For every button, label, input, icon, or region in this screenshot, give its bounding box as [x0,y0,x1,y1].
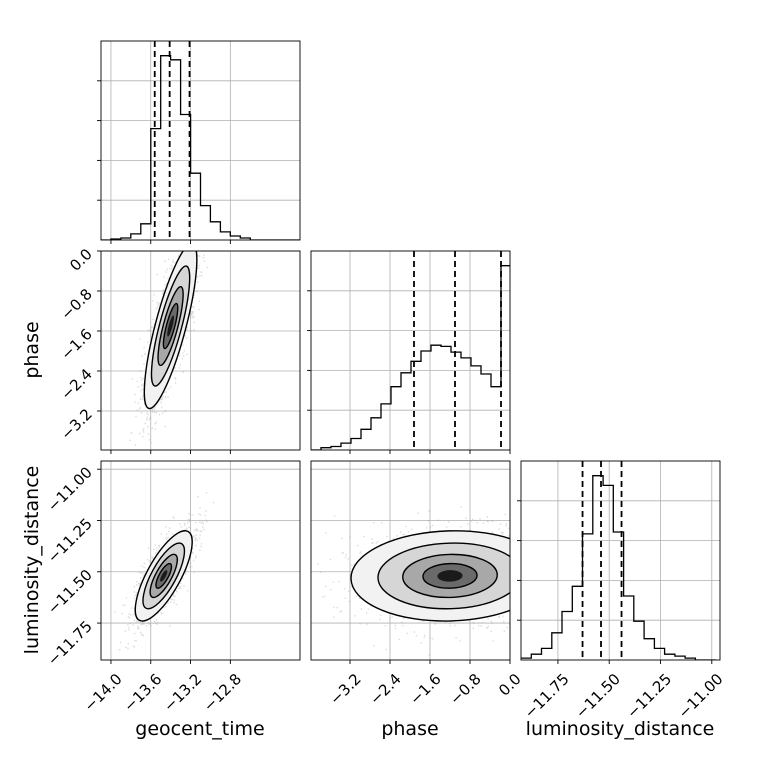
contour-line [422,562,478,589]
density-level [437,570,463,582]
histogram-luminosity_distance [517,460,721,664]
y-axis-label-luminosity_distance: luminosity_distance [21,466,43,655]
y-axis-label-phase: phase [21,321,43,378]
density-level [160,570,168,582]
histogram-phase [307,250,511,454]
axes-frame [100,460,301,661]
panel-geocent_time-luminosity_distance [97,460,301,664]
contour-line [155,562,173,589]
y-tick-label-luminosity_distance: −11.50 [44,566,96,618]
axes-frame [100,250,301,451]
contour-line [150,265,191,387]
axes-frame [100,40,301,241]
y-tick-label-phase: −2.4 [57,365,95,403]
x-tick-label-luminosity_distance: −11.75 [521,670,573,722]
x-axis-label-phase: phase [381,718,438,740]
x-tick-label-geocent_time: −13.6 [120,670,165,715]
x-tick-label-luminosity_distance: −11.50 [572,670,624,722]
x-axis-label-geocent_time: geocent_time [135,718,264,740]
density-level [167,315,174,337]
x-tick-label-phase: −2.4 [366,670,404,708]
histogram-step [101,55,300,240]
y-tick-label-phase: −3.2 [57,405,95,443]
axes-frame [310,460,511,661]
x-axis-label-luminosity_distance: luminosity_distance [526,718,715,740]
contour-line [377,542,510,610]
x-tick-label-geocent_time: −12.8 [200,670,245,715]
x-tick-label-phase: −1.6 [406,670,444,708]
contour-line [149,553,179,599]
y-tick-label-luminosity_distance: −11.25 [44,515,96,567]
histogram-step [521,475,716,660]
y-tick-label-luminosity_distance: −11.00 [44,463,96,515]
contour-line [142,542,186,610]
contour-line [157,285,184,367]
contour-line [134,530,193,622]
y-tick-label-phase: −0.8 [57,285,95,323]
histogram-geocent_time [97,40,301,244]
x-tick-label-phase: 0.0 [495,670,525,700]
contour-line [143,251,198,410]
panel-phase-luminosity_distance [310,460,511,664]
x-tick-label-phase: −3.2 [326,670,364,708]
y-tick-label-luminosity_distance: −11.75 [44,617,96,669]
contour-line [350,530,510,622]
y-tick-label-phase: 0.0 [66,245,96,275]
axes-frame [520,460,721,661]
x-tick-label-luminosity_distance: −11.00 [675,670,727,722]
x-tick-label-geocent_time: −13.2 [160,670,205,715]
x-tick-label-luminosity_distance: −11.25 [623,670,675,722]
contour-line [402,553,498,599]
x-tick-label-phase: −0.8 [446,670,484,708]
panel-geocent_time-phase [97,250,301,454]
axes-frame [310,250,511,451]
histogram-step [311,265,510,450]
contour-line [162,302,179,350]
x-tick-label-geocent_time: −14.0 [80,670,125,715]
y-tick-label-phase: −1.6 [57,325,95,363]
